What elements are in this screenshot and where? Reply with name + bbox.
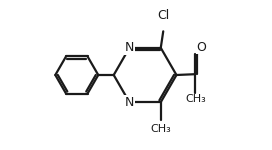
Text: CH₃: CH₃: [185, 94, 206, 105]
Text: O: O: [196, 40, 206, 54]
Text: N: N: [125, 96, 134, 109]
Text: CH₃: CH₃: [150, 124, 171, 134]
Text: N: N: [125, 41, 134, 54]
Text: Cl: Cl: [157, 9, 169, 22]
